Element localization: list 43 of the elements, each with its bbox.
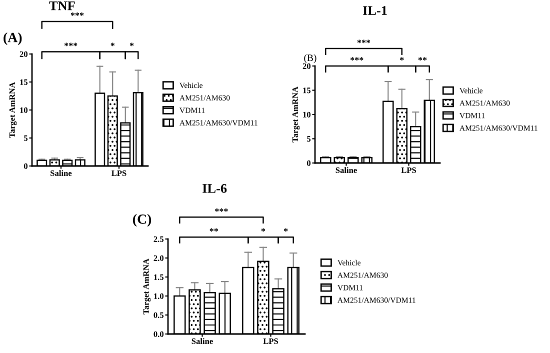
- text: *: [261, 228, 266, 232]
- text: *: [400, 57, 404, 61]
- y-axis-title: Target AmRNA: [143, 258, 151, 314]
- x-tick-label: Saline: [50, 170, 72, 176]
- y-tick-label: 20: [20, 51, 28, 57]
- text: ***: [64, 42, 78, 46]
- y-tick-label: 5: [24, 135, 28, 141]
- y-tick-label: 0.5: [154, 312, 164, 318]
- text: *: [284, 228, 288, 232]
- text: **: [210, 228, 218, 232]
- y-tick-label: 0.0: [154, 331, 164, 338]
- text: ***: [70, 12, 84, 16]
- y-tick-label: 20: [302, 63, 311, 69]
- y-tick-label: 0: [24, 163, 28, 169]
- x-tick-label: LPS: [112, 170, 126, 176]
- y-tick-label: 2.0: [154, 255, 164, 262]
- y-axis-title: Target AmRNA: [9, 82, 17, 138]
- chart-title: IL-1: [362, 6, 387, 15]
- y-tick-label: 15: [20, 79, 28, 85]
- text: **: [418, 57, 427, 61]
- x-tick-label: LPS: [263, 338, 278, 344]
- text: *: [130, 42, 134, 46]
- text: ***: [350, 57, 364, 61]
- text: *: [110, 42, 114, 46]
- y-tick-label: 1.0: [154, 293, 164, 300]
- x-tick-label: Saline: [192, 338, 213, 344]
- x-tick-label: Saline: [336, 167, 357, 174]
- x-tick-label: LPS: [401, 167, 416, 174]
- y-tick-label: 10: [20, 107, 28, 113]
- text: (A): [4, 32, 22, 46]
- y-tick-label: 10: [303, 112, 311, 118]
- text: (B): [304, 54, 316, 64]
- y-tick-label: 0: [306, 160, 311, 166]
- y-tick-label: 2.5: [154, 236, 164, 242]
- y-tick-label: 1.5: [154, 274, 164, 280]
- text: (C): [132, 214, 152, 227]
- y-tick-label: 5: [307, 136, 311, 142]
- text: ***: [215, 208, 228, 212]
- y-tick-label: 15: [303, 88, 311, 94]
- y-axis-title: Target AmRNA: [292, 86, 300, 142]
- chart-title: IL-6: [202, 184, 227, 193]
- text: ***: [357, 40, 370, 44]
- chart-title: TNF: [49, 1, 75, 10]
